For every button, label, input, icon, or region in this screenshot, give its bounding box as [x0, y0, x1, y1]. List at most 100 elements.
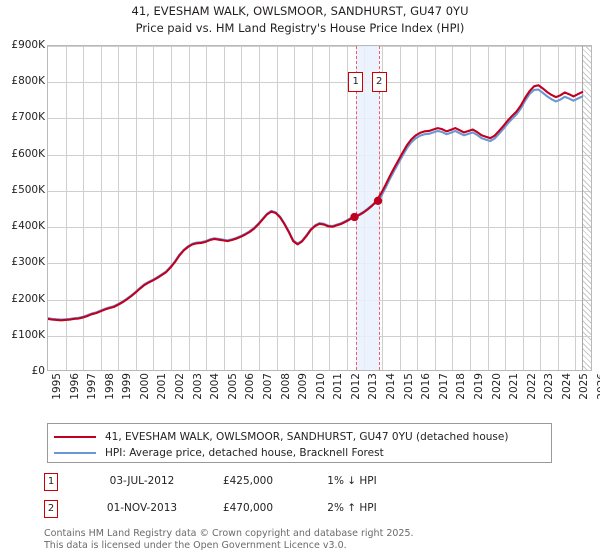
x-axis-tick-label: 2008	[279, 373, 292, 400]
y-axis-tick-label: £300K	[11, 256, 45, 269]
gridline-horizontal	[48, 299, 591, 301]
gridline-vertical	[276, 46, 278, 370]
x-axis-tick-label: 2014	[385, 373, 398, 400]
gridline-horizontal	[48, 82, 591, 84]
gridline-horizontal	[48, 118, 591, 120]
y-axis-tick-label: £900K	[11, 39, 45, 51]
gridline-vertical	[258, 46, 260, 370]
legend-entry-hpi: HPI: Average price, detached house, Brac…	[54, 445, 545, 460]
gridline-vertical	[505, 46, 507, 370]
gridline-vertical	[399, 46, 401, 370]
sale-marker-badge-2: 2	[44, 500, 58, 518]
x-axis-tick-label: 2009	[297, 373, 310, 400]
x-axis-tick-label: 2020	[490, 373, 503, 400]
x-axis-tick-label: 1997	[86, 373, 99, 400]
x-axis: 1995 1996 1997 1998 1999 2000 2001 2002 2003 2004…	[47, 373, 600, 417]
x-axis-tick-label: 2007	[261, 373, 274, 400]
x-axis-tick-label: 1999	[121, 373, 134, 400]
footer-line-2: This data is licensed under the Open Gov…	[44, 539, 347, 551]
x-axis-tick-label: 1995	[51, 373, 63, 400]
legend-label-property: 41, EVESHAM WALK, OWLSMOOR, SANDHURST, G…	[105, 430, 509, 443]
gridline-vertical	[557, 46, 559, 370]
legend-swatch-hpi	[54, 451, 96, 454]
sale-date-vertical-line	[379, 46, 381, 370]
sale-date-1: 03-JUL-2012	[109, 475, 175, 487]
gridline-vertical	[469, 46, 471, 370]
table-row[interactable]: 2 01-NOV-2013 £470,000 2% ↑ HPI	[44, 499, 464, 526]
x-axis-tick-label: 2010	[314, 373, 327, 400]
x-axis-tick-label: 2006	[244, 373, 257, 400]
x-axis-tick-label: 2002	[174, 373, 187, 400]
page-title: 41, EVESHAM WALK, OWLSMOOR, SANDHURST, G…	[0, 3, 600, 37]
hpi-average-line	[48, 90, 582, 320]
gridline-horizontal	[48, 154, 591, 156]
y-axis-tick-label: £200K	[11, 292, 45, 305]
gridline-vertical	[65, 46, 67, 370]
gridline-vertical	[188, 46, 190, 370]
footer-attribution: Contains HM Land Registry data © Crown c…	[44, 528, 564, 551]
x-axis-tick-label: 2015	[402, 373, 415, 400]
chart-legend: 41, EVESHAM WALK, OWLSMOOR, SANDHURST, G…	[47, 423, 552, 463]
gridline-vertical	[329, 46, 331, 370]
y-axis-tick-label: £400K	[11, 220, 45, 233]
sale-marker-badge-1: 1	[44, 473, 58, 491]
sale-date-vertical-line	[355, 46, 358, 370]
x-axis-tick-label: 2011	[332, 373, 345, 400]
sale-price-1: £425,000	[222, 475, 274, 487]
gridline-horizontal	[48, 190, 591, 192]
future-area-edge	[582, 46, 584, 370]
sale-hpi-delta-1: 1% ↓ HPI	[327, 475, 377, 487]
x-axis-tick-label: 2016	[420, 373, 433, 400]
x-axis-tick-label: 2023	[543, 373, 556, 400]
gridline-vertical	[311, 46, 313, 370]
y-axis: £0 £100K £200K £300K £400K £500K £600K £700K £80…	[0, 40, 45, 377]
gridline-horizontal	[48, 227, 591, 229]
x-axis-tick-label: 2024	[560, 373, 573, 400]
sale-point-marker[interactable]	[350, 212, 359, 222]
sales-table: 1 03-JUL-2012 £425,000 1% ↓ HPI 2 01-NOV…	[44, 472, 464, 526]
gridline-vertical	[575, 46, 577, 370]
x-axis-tick-label: 2004	[209, 373, 222, 400]
legend-swatch-property	[54, 435, 96, 438]
sale-flag-1[interactable]: 1	[348, 72, 364, 92]
x-axis-tick-label: 2018	[455, 373, 468, 400]
x-axis-tick-label: 2017	[437, 373, 450, 400]
gridline-vertical	[241, 46, 243, 370]
y-axis-tick-label: £500K	[11, 183, 45, 196]
sale-point-marker[interactable]	[373, 196, 383, 205]
sale-flag-2[interactable]: 2	[371, 72, 387, 92]
sale-date-2: 01-NOV-2013	[106, 502, 178, 514]
y-axis-tick-label: £700K	[11, 111, 45, 124]
gridline-horizontal	[48, 46, 591, 47]
gridline-vertical	[452, 46, 454, 370]
gridline-vertical	[100, 46, 102, 370]
x-axis-tick-label: 2022	[525, 373, 538, 400]
footer-line-1: Contains HM Land Registry data © Crown c…	[44, 528, 414, 539]
table-row[interactable]: 1 03-JUL-2012 £425,000 1% ↓ HPI	[44, 472, 464, 499]
x-axis-tick-label: 2001	[156, 373, 169, 400]
x-axis-tick-label: 2005	[226, 373, 239, 400]
gridline-horizontal	[48, 335, 591, 337]
gridline-vertical	[153, 46, 155, 370]
gridline-vertical	[118, 46, 120, 370]
y-axis-tick-label: £0	[31, 365, 45, 377]
x-axis-tick-label: 2003	[191, 373, 204, 400]
legend-entry-property: 41, EVESHAM WALK, OWLSMOOR, SANDHURST, G…	[54, 429, 545, 444]
gridline-vertical	[382, 46, 384, 370]
x-axis-tick-label: 2025	[578, 373, 591, 400]
gridline-vertical	[294, 46, 296, 370]
gridline-vertical	[434, 46, 436, 370]
x-axis-tick-label: 2026	[596, 373, 600, 400]
gridline-vertical	[346, 46, 348, 370]
x-axis-tick-label: 2012	[349, 373, 362, 400]
title-line-2: Price paid vs. HM Land Registry's House …	[135, 21, 465, 35]
legend-label-hpi: HPI: Average price, detached house, Brac…	[105, 446, 384, 459]
y-axis-tick-label: £600K	[11, 147, 45, 160]
gridline-vertical	[540, 46, 542, 370]
x-axis-tick-label: 2000	[138, 373, 151, 400]
sale-price-2: £470,000	[222, 502, 274, 514]
y-axis-tick-label: £100K	[11, 328, 45, 341]
gridline-vertical	[487, 46, 489, 370]
